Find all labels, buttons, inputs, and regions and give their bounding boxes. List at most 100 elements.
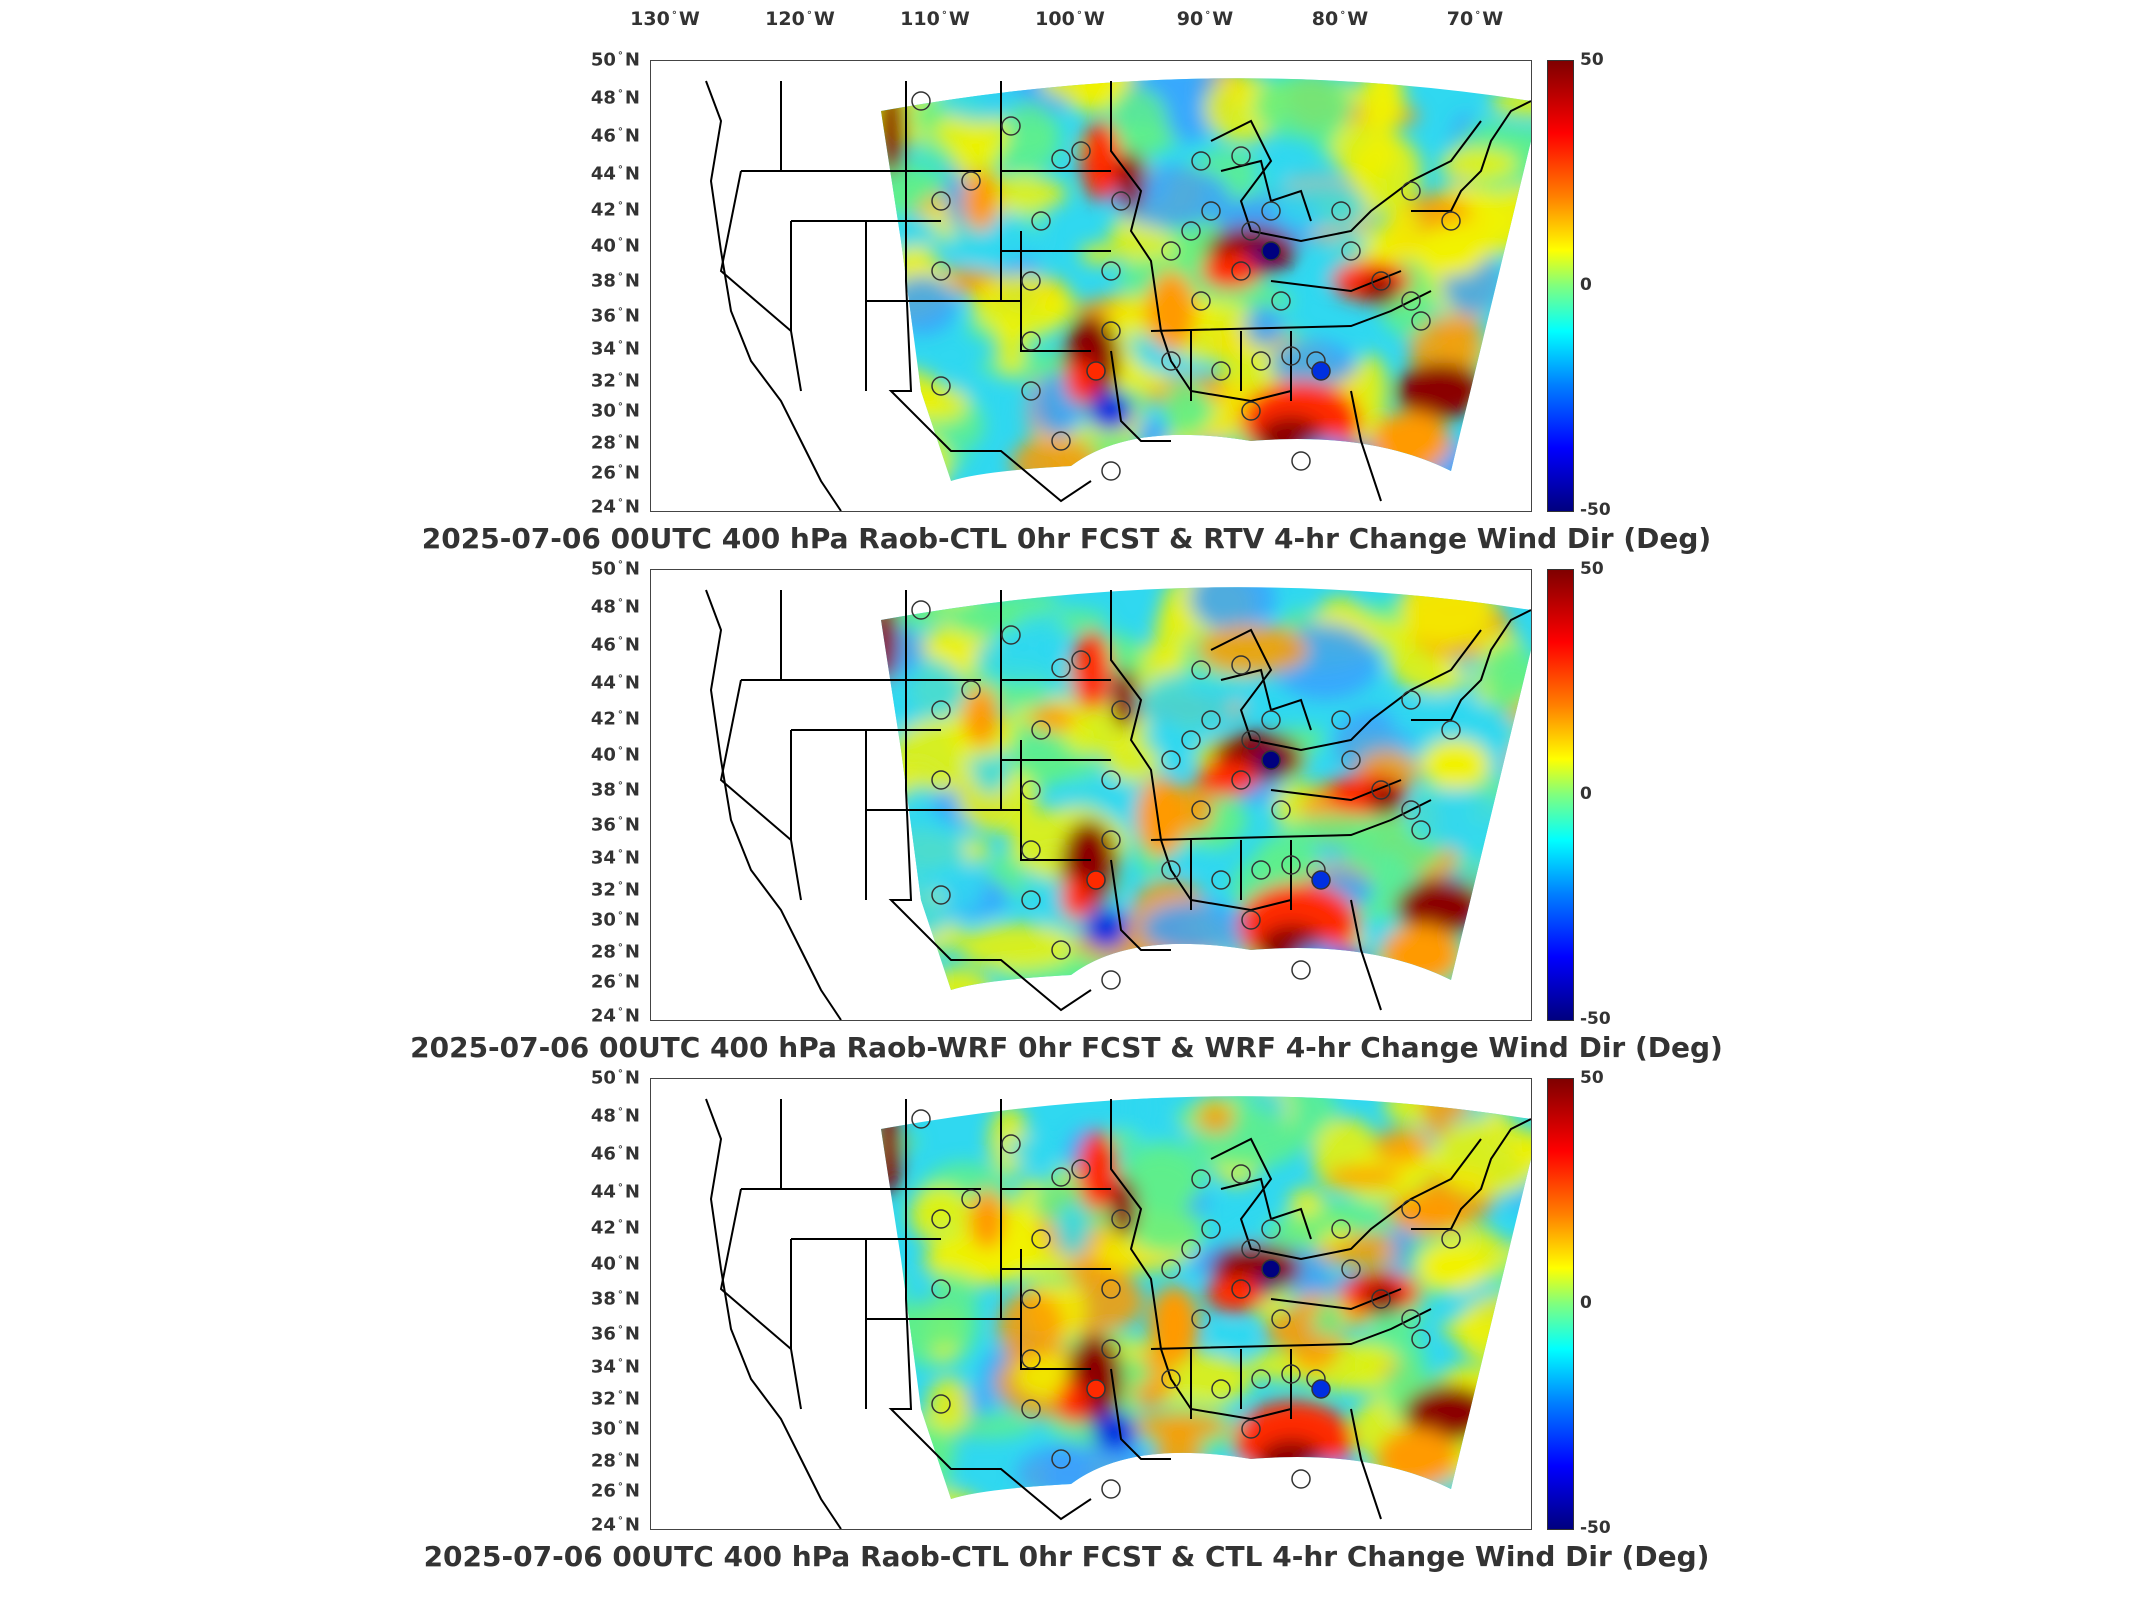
station-marker (1101, 461, 1121, 481)
colorbar-tick-min: -50 (1580, 1518, 1611, 1538)
colorbar-tick-max: 50 (1580, 559, 1604, 579)
latitude-label: 40 ° N (590, 744, 640, 766)
station-marker (1271, 800, 1291, 820)
colorbar-tick-min: -50 (1580, 500, 1611, 520)
state-boundaries (705, 1098, 1531, 1529)
station-marker (931, 1209, 951, 1229)
latitude-label: 44 ° N (590, 1181, 640, 1203)
station-marker (1411, 1329, 1431, 1349)
latitude-label: 50 ° N (590, 558, 640, 580)
latitude-label: 24 ° N (590, 1514, 640, 1536)
colorbar (1547, 60, 1574, 512)
station-marker (1401, 181, 1421, 201)
station-marker (931, 1279, 951, 1299)
station-marker (1021, 890, 1041, 910)
station-marker (1341, 750, 1361, 770)
latitude-label: 36 ° N (590, 814, 640, 836)
latitude-label: 48 ° N (590, 596, 640, 618)
latitude-label: 28 ° N (590, 941, 640, 963)
station-marker (1021, 331, 1041, 351)
station-marker (1231, 655, 1251, 675)
latitude-label: 38 ° N (590, 779, 640, 801)
station-marker (1031, 1229, 1051, 1249)
station-marker (931, 376, 951, 396)
latitude-label: 42 ° N (590, 708, 640, 730)
station-marker (1021, 780, 1041, 800)
raob-stations (911, 1109, 1461, 1499)
station-marker (1201, 1219, 1221, 1239)
station-marker (1331, 1219, 1351, 1239)
latitude-axis-labels: 50 ° N 48 ° N 46 ° N 44 ° N 42 ° N 40 ° N 38 ° N 36 ° N 34 ° N 32 ° N… (580, 50, 640, 518)
latitude-label: 38 ° N (590, 270, 640, 292)
station-marker (1191, 151, 1211, 171)
station-marker (1291, 960, 1311, 980)
station-marker (1191, 291, 1211, 311)
station-marker (1111, 1209, 1131, 1229)
station-marker (961, 1189, 981, 1209)
station-marker (1341, 1259, 1361, 1279)
station-marker (1211, 870, 1231, 890)
latitude-label: 26 ° N (590, 1480, 640, 1502)
state-boundaries (705, 589, 1531, 1020)
latitude-label: 30 ° N (590, 909, 640, 931)
station-marker (1331, 710, 1351, 730)
station-marker (1261, 241, 1281, 261)
panel-title: 2025-07-06 00UTC 400 hPa Raob-WRF 0hr FC… (410, 1031, 1723, 1064)
station-marker (1001, 116, 1021, 136)
station-marker (1051, 1167, 1071, 1187)
latitude-label: 36 ° N (590, 1323, 640, 1345)
latitude-label: 48 ° N (590, 1105, 640, 1127)
latitude-label: 34 ° N (590, 338, 640, 360)
station-marker (1031, 720, 1051, 740)
latitude-label: 46 ° N (590, 125, 640, 147)
station-marker (1241, 910, 1261, 930)
station-marker (1101, 770, 1121, 790)
station-marker (1021, 840, 1041, 860)
station-marker (1101, 321, 1121, 341)
station-marker (1261, 1219, 1281, 1239)
station-marker (1071, 650, 1091, 670)
latitude-label: 42 ° N (590, 199, 640, 221)
station-marker (931, 261, 951, 281)
station-marker (1211, 361, 1231, 381)
latitude-label: 42 ° N (590, 1217, 640, 1239)
station-marker (1051, 431, 1071, 451)
station-marker (1191, 800, 1211, 820)
map-frame (650, 1078, 1532, 1530)
map-frame (650, 60, 1532, 512)
station-marker (1191, 1169, 1211, 1189)
station-marker (1341, 241, 1361, 261)
colorbar (1547, 1078, 1574, 1530)
station-marker (1201, 201, 1221, 221)
colorbar-tick-max: 50 (1580, 1068, 1604, 1088)
station-marker (1371, 1289, 1391, 1309)
station-marker (1401, 1199, 1421, 1219)
station-marker (1031, 211, 1051, 231)
latitude-axis-labels: 50 ° N 48 ° N 46 ° N 44 ° N 42 ° N 40 ° N 38 ° N 36 ° N 34 ° N 32 ° N… (580, 559, 640, 1027)
station-marker (1101, 1279, 1121, 1299)
colorbar-tick-mid: 0 (1580, 275, 1592, 295)
latitude-label: 44 ° N (590, 163, 640, 185)
latitude-label: 28 ° N (590, 1450, 640, 1472)
station-marker (1241, 1419, 1261, 1439)
station-marker (961, 680, 981, 700)
station-marker (1021, 1349, 1041, 1369)
station-marker (1101, 970, 1121, 990)
station-marker (1191, 660, 1211, 680)
station-marker (1181, 1239, 1201, 1259)
station-marker (1231, 770, 1251, 790)
station-marker (1411, 820, 1431, 840)
latitude-label: 34 ° N (590, 847, 640, 869)
latitude-label: 38 ° N (590, 1288, 640, 1310)
latitude-axis-labels: 50 ° N 48 ° N 46 ° N 44 ° N 42 ° N 40 ° N 38 ° N 36 ° N 34 ° N 32 ° N… (580, 1068, 640, 1536)
station-marker (1051, 658, 1071, 678)
station-marker (1401, 690, 1421, 710)
latitude-label: 30 ° N (590, 400, 640, 422)
station-marker (961, 171, 981, 191)
station-marker (1371, 271, 1391, 291)
longitude-label: 120 ° W (765, 8, 835, 30)
station-marker (1191, 1309, 1211, 1329)
station-marker (911, 1109, 931, 1129)
colorbar-tick-min: -50 (1580, 1009, 1611, 1029)
station-marker (1051, 940, 1071, 960)
